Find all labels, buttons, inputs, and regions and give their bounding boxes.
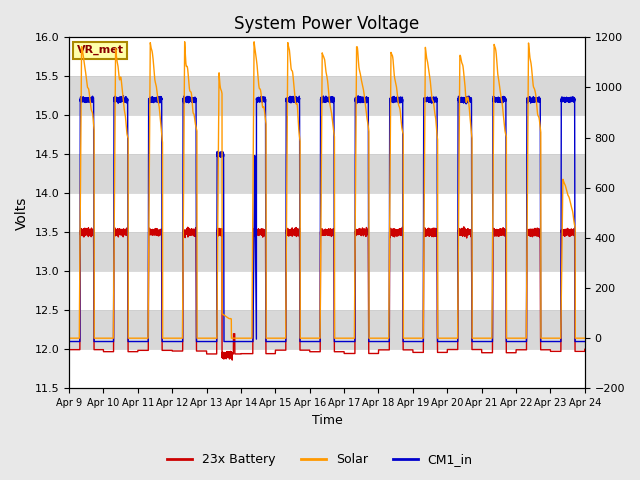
Bar — [69, 311, 585, 349]
X-axis label: Time: Time — [312, 414, 342, 427]
Y-axis label: Volts: Volts — [15, 196, 29, 229]
Legend: 23x Battery, Solar, CM1_in: 23x Battery, Solar, CM1_in — [163, 448, 477, 471]
Bar — [69, 155, 585, 193]
Title: System Power Voltage: System Power Voltage — [234, 15, 420, 33]
Text: VR_met: VR_met — [77, 45, 124, 55]
Bar — [69, 232, 585, 271]
Bar — [69, 76, 585, 115]
